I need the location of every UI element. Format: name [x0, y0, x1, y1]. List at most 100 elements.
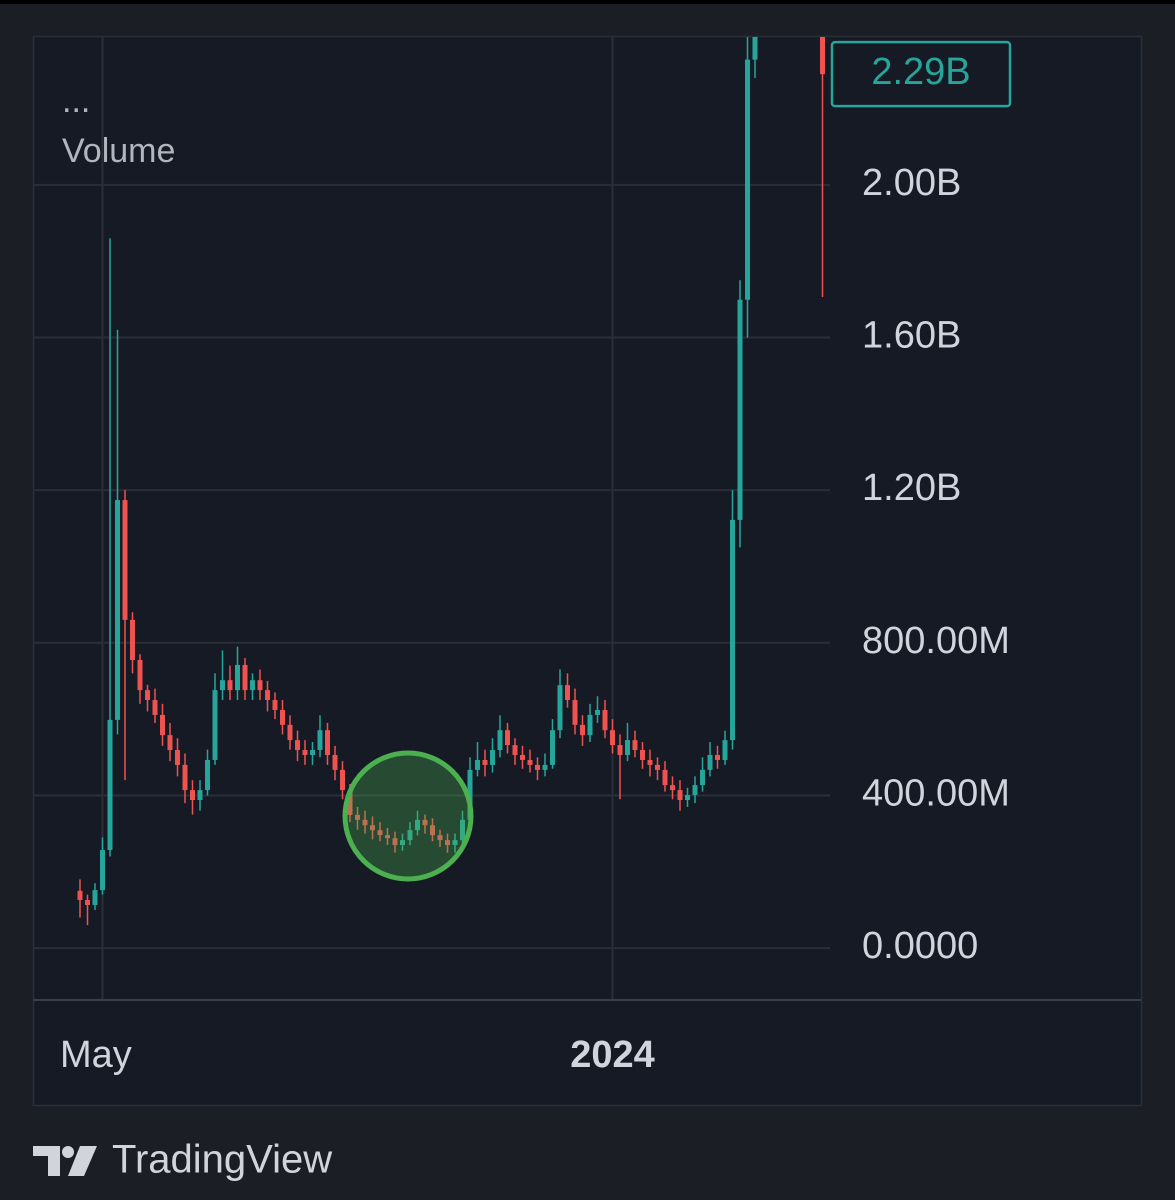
- candle-body: [670, 785, 675, 791]
- candle-body: [392, 838, 398, 846]
- candle-body: [737, 299, 743, 520]
- candle-body: [445, 840, 450, 846]
- last-price-box: [830, 40, 1012, 108]
- candle-body: [107, 719, 113, 851]
- candle-body: [415, 819, 420, 831]
- candle-body: [370, 825, 375, 831]
- candle-body: [422, 819, 428, 826]
- candle-body: [662, 769, 668, 786]
- candle-body: [587, 714, 593, 736]
- last-price-label: 2.29B: [871, 51, 970, 93]
- candle-body: [647, 759, 653, 765]
- candle-body: [122, 500, 128, 620]
- candle-body: [287, 724, 293, 741]
- candle-body: [655, 764, 660, 770]
- candle-body: [595, 709, 600, 715]
- y-tick-label: 400.00M: [862, 772, 1010, 814]
- y-tick-label: 1.60B: [862, 315, 961, 357]
- candle-body: [317, 730, 323, 751]
- candle-body: [272, 700, 278, 710]
- candle-body: [730, 519, 735, 741]
- candle-body: [722, 740, 728, 760]
- candle-body: [565, 685, 570, 701]
- candle-body: [512, 745, 518, 755]
- grid: [33, 36, 830, 1000]
- y-tick-label: 1.20B: [862, 467, 961, 509]
- candle-body: [497, 730, 503, 751]
- candle-body: [220, 680, 225, 691]
- candle-body: [182, 764, 188, 791]
- x-tick-label: May: [60, 1034, 132, 1076]
- candle-body: [617, 745, 623, 755]
- candle-body: [430, 825, 435, 836]
- candle-body: [542, 764, 548, 770]
- candle-body: [475, 759, 480, 770]
- x-tick-label: 2024: [570, 1034, 655, 1076]
- candle-body: [235, 664, 240, 691]
- candle-body: [820, 37, 825, 75]
- candle-body: [692, 785, 698, 796]
- chart-panel: [32, 35, 1143, 1107]
- candle-body: [610, 730, 615, 746]
- candle-body: [257, 680, 263, 691]
- candle-body: [505, 730, 510, 746]
- candle-body: [212, 690, 218, 760]
- candle-body: [677, 790, 683, 801]
- menu-dots: ...: [62, 82, 90, 120]
- candle-body: [302, 750, 308, 755]
- candle-body: [715, 754, 720, 760]
- candle-body: [295, 740, 300, 751]
- candle-body: [160, 714, 165, 736]
- candle-body: [580, 724, 585, 736]
- candle-body: [347, 790, 353, 815]
- candle-body: [437, 835, 443, 841]
- candle-body: [362, 819, 368, 826]
- candle-body: [115, 500, 120, 720]
- candle-body: [460, 819, 465, 841]
- brand-name: TradingView: [112, 1138, 332, 1182]
- candle-body: [355, 814, 360, 820]
- candle-body: [602, 709, 608, 731]
- candle-body: [167, 735, 173, 751]
- candle-body: [700, 769, 705, 786]
- candle-body: [340, 769, 345, 791]
- candle-body: [520, 754, 525, 760]
- candle-body: [227, 680, 233, 691]
- candle-body: [527, 759, 533, 765]
- candle-body: [100, 850, 105, 891]
- price-axis: 0.0000 400.00M 800.00M 1.20B 1.60B 2.00B May 20…: [60, 40, 1012, 1076]
- top-band: [0, 0, 1175, 4]
- candle-body: [752, 37, 758, 60]
- candle-body: [550, 730, 555, 765]
- candle-body: [92, 890, 98, 905]
- candles: [77, 37, 825, 926]
- candle-body: [452, 840, 458, 846]
- candle-body: [572, 700, 578, 725]
- candle-body: [625, 740, 630, 755]
- candle-body: [77, 890, 83, 901]
- candle-body: [377, 830, 383, 836]
- candle-body: [190, 790, 195, 801]
- candle-body: [85, 900, 90, 905]
- candle-body: [745, 59, 750, 300]
- candle-body: [205, 759, 210, 791]
- candle-body: [152, 700, 158, 715]
- candle-body: [250, 680, 255, 691]
- candle-body: [640, 750, 645, 760]
- candle-body: [557, 685, 563, 731]
- candle-body: [332, 754, 338, 770]
- candle-body: [145, 690, 150, 701]
- candle-body: [685, 795, 690, 801]
- candle-body: [137, 659, 143, 691]
- y-tick-label: 0.0000: [862, 925, 978, 967]
- candle-body: [242, 664, 248, 691]
- candle-body: [130, 619, 135, 660]
- brand-logo: [33, 1146, 97, 1176]
- candle-body: [707, 754, 713, 770]
- candle-body: [400, 840, 405, 846]
- candle-body: [407, 830, 413, 841]
- candle-body: [325, 730, 330, 755]
- candle-body: [265, 690, 270, 701]
